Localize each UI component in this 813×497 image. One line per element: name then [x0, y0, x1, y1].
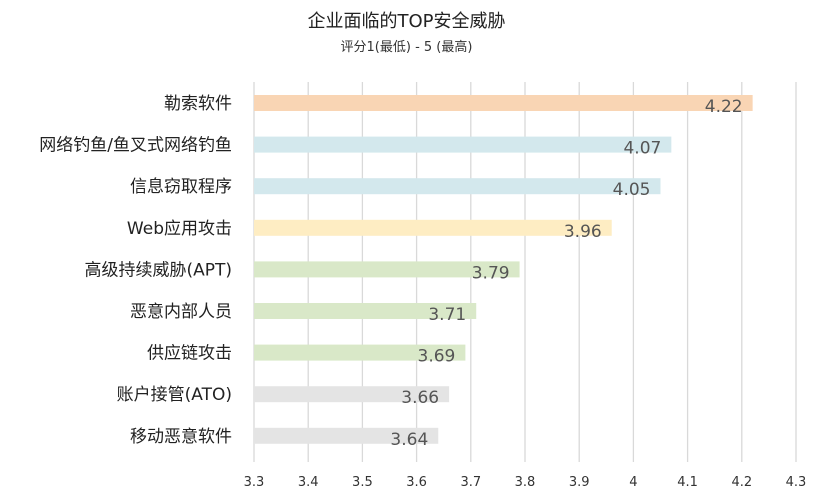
bar — [254, 178, 661, 195]
category-label: 恶意内部人员 — [130, 302, 232, 322]
bar — [254, 386, 450, 403]
category-label: 账户接管(ATO) — [117, 385, 232, 405]
data-label: 3.71 — [428, 305, 466, 325]
category-label: 高级持续威胁(APT) — [84, 260, 232, 280]
data-label: 3.96 — [564, 222, 602, 242]
x-tick-label: 3.5 — [352, 475, 373, 490]
chart-title: 企业面临的TOP安全威胁 — [307, 11, 506, 32]
category-label: 供应链攻击 — [147, 344, 232, 364]
data-label: 4.05 — [613, 180, 651, 200]
bar — [254, 303, 477, 319]
bar — [254, 95, 753, 111]
category-label: Web应用攻击 — [127, 219, 232, 239]
data-label: 4.07 — [623, 139, 661, 159]
bar — [254, 219, 612, 236]
data-label: 3.79 — [472, 263, 510, 283]
category-label: 移动恶意软件 — [130, 427, 232, 447]
x-tick-label: 4 — [629, 475, 637, 490]
x-tick-label: 4.3 — [786, 475, 807, 490]
bar — [254, 344, 466, 361]
x-tick-label: 3.6 — [406, 475, 427, 490]
chart-subtitle: 评分1(最低) - 5 (最高) — [340, 40, 473, 55]
data-label: 3.69 — [418, 347, 456, 367]
x-tick-label: 4.2 — [731, 475, 752, 490]
data-label: 3.64 — [390, 430, 428, 450]
x-tick-label: 4.1 — [677, 475, 698, 490]
x-tick-label: 3.8 — [515, 475, 536, 490]
category-label: 勒索软件 — [164, 94, 232, 114]
bar — [254, 136, 672, 153]
bar — [254, 261, 520, 278]
data-label: 3.66 — [401, 388, 439, 408]
category-label: 信息窃取程序 — [130, 177, 232, 197]
x-tick-label: 3.7 — [460, 475, 481, 490]
x-tick-label: 3.3 — [244, 475, 265, 490]
x-tick-label: 3.4 — [298, 475, 319, 490]
bar — [254, 427, 439, 444]
x-tick-label: 3.9 — [569, 475, 590, 490]
data-label: 4.22 — [705, 97, 743, 117]
category-label: 网络钓鱼/鱼叉式网络钓鱼 — [39, 136, 232, 156]
